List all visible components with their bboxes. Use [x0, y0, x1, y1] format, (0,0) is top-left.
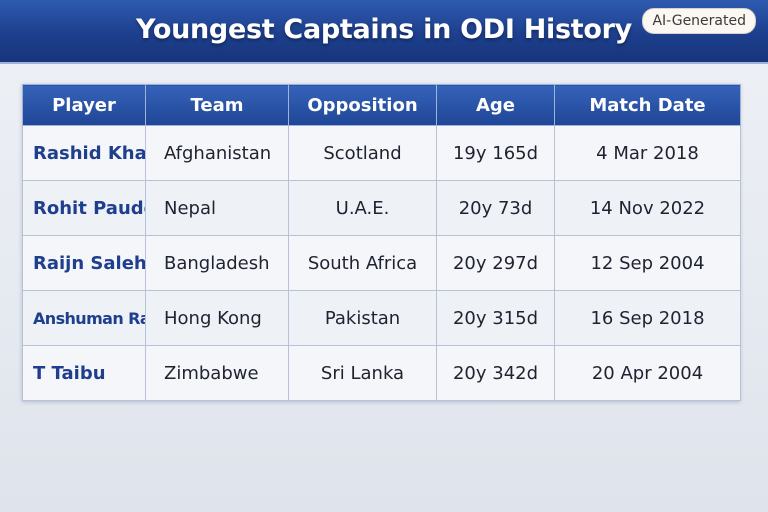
player-cell: Anshuman Rath [22, 290, 146, 346]
match-date-cell: 12 Sep 2004 [554, 235, 741, 291]
team-cell: Nepal [145, 180, 289, 236]
page-title: Youngest Captains in ODI History [136, 14, 632, 45]
team-cell: Bangladesh [145, 235, 289, 291]
player-cell: T Taibu [22, 345, 146, 401]
ai-generated-badge: AI-Generated [642, 8, 756, 34]
age-cell: 20y 315d [436, 290, 555, 346]
match-date-cell: 14 Nov 2022 [554, 180, 741, 236]
team-cell: Hong Kong [145, 290, 289, 346]
team-cell: Afghanistan [145, 125, 289, 181]
player-cell: Rashid Khan [22, 125, 146, 181]
match-date-cell: 16 Sep 2018 [554, 290, 741, 346]
column-header-age: Age [436, 84, 555, 126]
title-bar: Youngest Captains in ODI History [0, 0, 768, 64]
column-header-team: Team [145, 84, 289, 126]
table-row: Rohit Paudel Nepal U.A.E. 20y 73d 14 Nov… [22, 180, 741, 236]
age-cell: 20y 297d [436, 235, 555, 291]
opposition-cell: South Africa [288, 235, 437, 291]
player-cell: Rohit Paudel [22, 180, 146, 236]
match-date-cell: 20 Apr 2004 [554, 345, 741, 401]
age-cell: 20y 342d [436, 345, 555, 401]
table-header-row: Player Team Opposition Age Match Date [22, 84, 741, 126]
player-cell: Raijn Saleh [22, 235, 146, 291]
opposition-cell: U.A.E. [288, 180, 437, 236]
age-cell: 20y 73d [436, 180, 555, 236]
opposition-cell: Sri Lanka [288, 345, 437, 401]
age-cell: 19y 165d [436, 125, 555, 181]
column-header-match-date: Match Date [554, 84, 741, 126]
table-row: Raijn Saleh Bangladesh South Africa 20y … [22, 235, 741, 291]
opposition-cell: Scotland [288, 125, 437, 181]
table-row: T Taibu Zimbabwe Sri Lanka 20y 342d 20 A… [22, 345, 741, 401]
column-header-player: Player [22, 84, 146, 126]
opposition-cell: Pakistan [288, 290, 437, 346]
column-header-opposition: Opposition [288, 84, 437, 126]
team-cell: Zimbabwe [145, 345, 289, 401]
table-row: Anshuman Rath Hong Kong Pakistan 20y 315… [22, 290, 741, 346]
table-row: Rashid Khan Afghanistan Scotland 19y 165… [22, 125, 741, 181]
captains-table-container: Player Team Opposition Age Match Date Ra… [22, 84, 741, 401]
match-date-cell: 4 Mar 2018 [554, 125, 741, 181]
captains-table: Player Team Opposition Age Match Date Ra… [22, 84, 741, 401]
